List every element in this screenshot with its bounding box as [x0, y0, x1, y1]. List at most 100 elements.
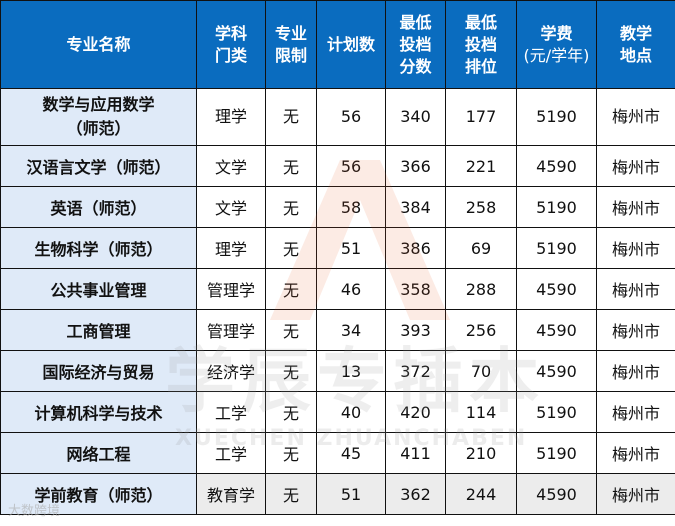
cell-limit: 无 — [265, 350, 317, 392]
table-row: 网络工程 工学无 45 411 210 5190 梅州市 — [0, 432, 675, 474]
cell-limit: 无 — [265, 227, 317, 269]
cell-name: 汉语言文学（师范） — [0, 145, 197, 187]
cell-plan: 51 — [316, 227, 386, 269]
table-row: 生物科学（师范） 理学无 51 386 69 5190 梅州市 — [0, 227, 675, 269]
cell-category: 理学 — [196, 88, 266, 146]
cell-rank: 244 — [445, 473, 517, 515]
cell-limit: 无 — [265, 186, 317, 228]
cell-location: 梅州市 — [596, 88, 675, 146]
cell-plan: 56 — [316, 88, 386, 146]
table-row: 计算机科学与技术 工学无 40 420 114 5190 梅州市 — [0, 391, 675, 433]
cell-fee: 4590 — [516, 309, 597, 351]
cell-category: 文学 — [196, 145, 266, 187]
cell-plan: 46 — [316, 268, 386, 310]
cell-category: 工学 — [196, 432, 266, 474]
cell-name: 公共事业管理 — [0, 268, 197, 310]
cell-plan: 13 — [316, 350, 386, 392]
cell-plan: 58 — [316, 186, 386, 228]
cell-fee: 5190 — [516, 186, 597, 228]
cell-fee: 4590 — [516, 145, 597, 187]
table-row: 公共事业管理 管理学无 46 358 288 4590 梅州市 — [0, 268, 675, 310]
cell-name: 学前教育（师范） — [0, 473, 197, 515]
cell-location: 梅州市 — [596, 473, 675, 515]
cell-category: 理学 — [196, 227, 266, 269]
table-row: 工商管理 管理学无 34 393 256 4590 梅州市 — [0, 309, 675, 351]
cell-score: 372 — [385, 350, 446, 392]
cell-limit: 无 — [265, 309, 317, 351]
cell-rank: 114 — [445, 391, 517, 433]
cell-fee: 5190 — [516, 432, 597, 474]
cell-plan: 40 — [316, 391, 386, 433]
cell-name: 工商管理 — [0, 309, 197, 351]
cell-limit: 无 — [265, 145, 317, 187]
cell-category: 管理学 — [196, 268, 266, 310]
cell-category: 管理学 — [196, 309, 266, 351]
cell-score: 393 — [385, 309, 446, 351]
admission-table: 专业名称 学科 门类 专业 限制 计划数 最低 投档 分数 最低 投档 排位 学费 (元/学年… — [0, 0, 675, 515]
cell-rank: 288 — [445, 268, 517, 310]
cell-limit: 无 — [265, 391, 317, 433]
cell-category: 工学 — [196, 391, 266, 433]
cell-location: 梅州市 — [596, 268, 675, 310]
cell-limit: 无 — [265, 88, 317, 146]
cell-rank: 210 — [445, 432, 517, 474]
cell-score: 386 — [385, 227, 446, 269]
cell-score: 411 — [385, 432, 446, 474]
cell-name: 国际经济与贸易 — [0, 350, 197, 392]
cell-score: 358 — [385, 268, 446, 310]
cell-plan: 34 — [316, 309, 386, 351]
header-category: 学科 门类 — [196, 0, 266, 89]
cell-name: 数学与应用数学 （师范） — [0, 88, 197, 146]
cell-score: 362 — [385, 473, 446, 515]
table-row: 学前教育（师范） 教育学无 51 362 244 4590 梅州市 — [0, 473, 675, 515]
cell-fee: 5190 — [516, 88, 597, 146]
cell-name: 计算机科学与技术 — [0, 391, 197, 433]
cell-location: 梅州市 — [596, 350, 675, 392]
cell-location: 梅州市 — [596, 432, 675, 474]
cell-limit: 无 — [265, 432, 317, 474]
header-min-score: 最低 投档 分数 — [385, 0, 446, 89]
cell-location: 梅州市 — [596, 309, 675, 351]
cell-fee: 4590 — [516, 473, 597, 515]
cell-score: 384 — [385, 186, 446, 228]
cell-fee: 4590 — [516, 350, 597, 392]
header-fee: 学费 (元/学年) — [516, 0, 597, 89]
cell-name: 网络工程 — [0, 432, 197, 474]
table-row: 数学与应用数学 （师范） 理学无 56 340 177 5190 梅州市 — [0, 88, 675, 146]
cell-fee: 5190 — [516, 227, 597, 269]
cell-category: 教育学 — [196, 473, 266, 515]
cell-score: 420 — [385, 391, 446, 433]
cell-plan: 45 — [316, 432, 386, 474]
cell-rank: 256 — [445, 309, 517, 351]
header-limit: 专业 限制 — [265, 0, 317, 89]
table-row: 英语（师范） 文学无 58 384 258 5190 梅州市 — [0, 186, 675, 228]
cell-name: 生物科学（师范） — [0, 227, 197, 269]
cell-limit: 无 — [265, 268, 317, 310]
cell-category: 经济学 — [196, 350, 266, 392]
cell-plan: 51 — [316, 473, 386, 515]
header-plan: 计划数 — [316, 0, 386, 89]
cell-plan: 56 — [316, 145, 386, 187]
cell-location: 梅州市 — [596, 186, 675, 228]
cell-rank: 258 — [445, 186, 517, 228]
cell-location: 梅州市 — [596, 145, 675, 187]
cell-rank: 177 — [445, 88, 517, 146]
table-row: 国际经济与贸易 经济学无 13 372 70 4590 梅州市 — [0, 350, 675, 392]
cell-score: 366 — [385, 145, 446, 187]
cell-rank: 221 — [445, 145, 517, 187]
cell-score: 340 — [385, 88, 446, 146]
header-name: 专业名称 — [0, 0, 197, 89]
cell-location: 梅州市 — [596, 391, 675, 433]
cell-limit: 无 — [265, 473, 317, 515]
cell-rank: 69 — [445, 227, 517, 269]
cell-fee: 4590 — [516, 268, 597, 310]
header-row: 专业名称 学科 门类 专业 限制 计划数 最低 投档 分数 最低 投档 排位 学费 (元/学年… — [0, 0, 675, 89]
cell-rank: 70 — [445, 350, 517, 392]
header-location: 教学 地点 — [596, 0, 675, 89]
cell-location: 梅州市 — [596, 227, 675, 269]
cell-fee: 5190 — [516, 391, 597, 433]
table-row: 汉语言文学（师范） 文学无 56 366 221 4590 梅州市 — [0, 145, 675, 187]
cell-name: 英语（师范） — [0, 186, 197, 228]
header-min-rank: 最低 投档 排位 — [445, 0, 517, 89]
cell-category: 文学 — [196, 186, 266, 228]
